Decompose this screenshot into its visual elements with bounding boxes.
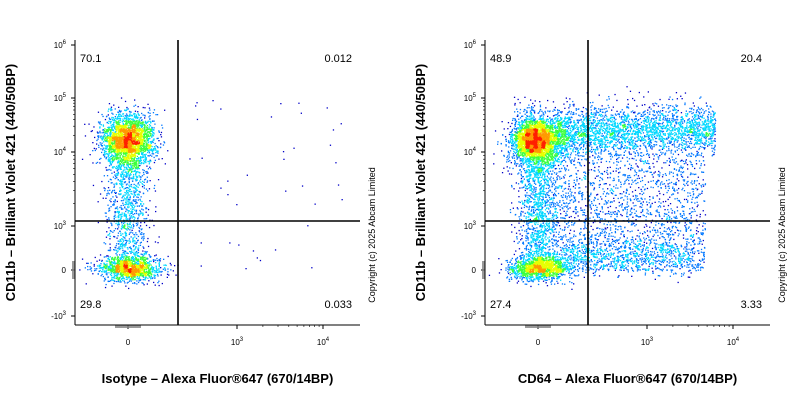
quadrant-lower-right-percent: 3.33 [741, 299, 762, 311]
y-tick-label: 0 [472, 266, 477, 275]
y-tick-label: -103 [461, 311, 477, 321]
y-axis-title: CD11b – Brilliant Violet 421 (440/50BP) [413, 64, 428, 301]
y-tick-label: 105 [464, 93, 477, 103]
y-tick-exponent: 6 [473, 40, 477, 46]
y-tick-exponent: 3 [473, 221, 477, 227]
x-tick-exponent: 3 [240, 337, 244, 343]
y-tick-label: 103 [54, 221, 67, 231]
y-tick-label: 0 [62, 266, 67, 275]
y-tick-exponent: 5 [473, 93, 477, 99]
y-tick-exponent: 4 [63, 147, 67, 153]
axes: 106 105 104 103 0 -103 0 103 104 [461, 40, 770, 347]
quadrant-lower-right-percent: 0.033 [324, 299, 352, 311]
x-axis-title: CD64 – Alexa Fluor®647 (670/14BP) [518, 371, 737, 386]
y-tick-exponent: 6 [63, 40, 67, 46]
panel-2: 106 105 104 103 0 -103 0 103 104 48.9 20.4 27.4 3.33… [413, 40, 787, 386]
copyright-notice: Copyright (c) 2025 Abcam Limited [777, 167, 787, 303]
y-tick-label: 103 [464, 221, 477, 231]
x-tick-exponent: 4 [326, 337, 330, 343]
x-tick-exponent: 3 [650, 337, 654, 343]
quadrant-upper-left-percent: 48.9 [490, 53, 511, 65]
x-tick-label: 0 [536, 338, 541, 347]
x-axis-title: Isotype – Alexa Fluor®647 (670/14BP) [102, 371, 334, 386]
density-points [79, 97, 343, 290]
x-tick-label: 104 [727, 337, 740, 347]
y-tick-label: 106 [54, 40, 67, 50]
quadrant-lower-left-percent: 29.8 [80, 299, 101, 311]
x-tick-label: 0 [126, 338, 131, 347]
y-tick-label: 104 [54, 147, 67, 157]
y-tick-exponent: 4 [473, 147, 477, 153]
y-tick-exponent: 3 [63, 221, 67, 227]
y-axis-title: CD11b – Brilliant Violet 421 (440/50BP) [3, 64, 18, 301]
quadrant-upper-left-percent: 70.1 [80, 53, 101, 65]
x-tick-label: 104 [317, 337, 330, 347]
density-points [488, 86, 717, 290]
x-tick-exponent: 4 [736, 337, 740, 343]
quadrant-upper-right-percent: 20.4 [741, 53, 762, 65]
quadrant-upper-right-percent: 0.012 [324, 53, 352, 65]
y-tick-exponent: 3 [473, 311, 477, 317]
axes: 106 105 104 103 0 -103 0 103 104 [51, 40, 360, 347]
y-tick-label: 105 [54, 93, 67, 103]
x-tick-label: 103 [231, 337, 244, 347]
y-tick-label: -103 [51, 311, 67, 321]
x-tick-label: 103 [641, 337, 654, 347]
y-tick-label: 104 [464, 147, 477, 157]
y-tick-exponent: 5 [63, 93, 67, 99]
y-tick-exponent: 3 [63, 311, 67, 317]
copyright-notice: Copyright (c) 2025 Abcam Limited [367, 167, 377, 303]
y-tick-label: 106 [464, 40, 477, 50]
quadrant-lower-left-percent: 27.4 [490, 299, 511, 311]
panel-1: 106 105 104 103 0 -103 0 103 104 70.1 0.012 29.8 0.0… [3, 40, 377, 386]
